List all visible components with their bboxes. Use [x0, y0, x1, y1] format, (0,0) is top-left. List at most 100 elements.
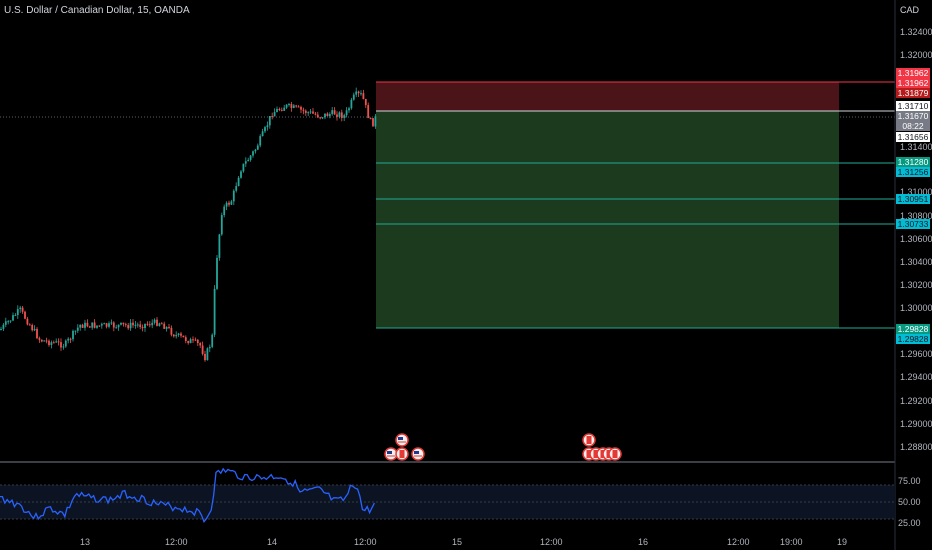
time-tick: 12:00	[354, 537, 377, 547]
last-price-tag: 1.31670	[896, 111, 930, 121]
candle-body	[45, 340, 48, 342]
economic-events-group-1[interactable]	[384, 433, 425, 461]
candle-body	[14, 315, 17, 317]
candle-body	[364, 98, 367, 106]
candlestick-series	[0, 87, 377, 362]
candle-body	[9, 320, 12, 322]
candle-body	[91, 322, 94, 328]
symbol-title[interactable]: U.S. Dollar / Canadian Dollar, 15, OANDA	[4, 5, 190, 16]
take-profit-zone[interactable]	[376, 111, 839, 328]
candle-body	[72, 330, 74, 340]
candle-body	[228, 202, 230, 205]
price-tick: 1.32400	[900, 27, 932, 37]
price-tick: 1.28800	[900, 442, 932, 452]
candle-body	[230, 201, 233, 205]
candle-body	[60, 342, 62, 348]
candle-body	[158, 323, 161, 326]
price-tick: 1.31400	[900, 142, 932, 152]
candle-body	[355, 91, 358, 95]
candle-body	[122, 322, 125, 325]
candle-body	[232, 190, 235, 202]
candle-body	[273, 112, 276, 117]
candle-body	[98, 325, 101, 327]
price-tick: 1.30200	[900, 280, 932, 290]
candle-body	[0, 328, 2, 330]
candle-body	[124, 324, 127, 326]
candle-body	[115, 327, 118, 329]
currency-label[interactable]: CAD	[900, 5, 920, 15]
rsi-pane[interactable]	[0, 467, 895, 523]
price-pane[interactable]	[0, 81, 895, 362]
price-tick: 1.29000	[900, 419, 932, 429]
candle-body	[26, 318, 29, 325]
ca-flag-icon[interactable]	[582, 433, 596, 447]
ca-flag-icon[interactable]	[608, 447, 622, 461]
candle-body	[79, 324, 82, 328]
stop-loss-zone[interactable]	[376, 82, 839, 111]
candle-body	[52, 342, 55, 344]
candle-body	[204, 353, 206, 361]
price-tick: 1.31000	[900, 187, 932, 197]
rsi-line	[0, 467, 375, 523]
candle-body	[261, 131, 264, 137]
ca-flag-icon[interactable]	[395, 447, 409, 461]
candle-body	[196, 339, 199, 344]
candle-body	[271, 116, 274, 118]
candle-body	[134, 324, 137, 326]
candle-body	[321, 117, 324, 119]
candle-body	[302, 109, 305, 111]
candle-body	[67, 338, 70, 341]
candle-body	[55, 341, 58, 343]
price-tick: 1.30400	[900, 257, 932, 267]
time-tick: 19:00	[780, 537, 803, 547]
candle-body	[184, 337, 187, 342]
candle-body	[268, 116, 271, 126]
time-tick: 14	[267, 537, 278, 547]
candle-body	[31, 325, 34, 331]
candle-body	[362, 93, 365, 99]
us-flag-icon[interactable]	[411, 447, 425, 461]
candle-body	[352, 94, 355, 100]
candle-body	[249, 155, 252, 160]
candle-body	[16, 309, 19, 316]
candle-body	[84, 322, 86, 328]
candle-body	[235, 186, 238, 191]
final-target-tag: 1.29828	[896, 334, 930, 344]
candle-body	[112, 322, 115, 328]
candle-body	[340, 112, 343, 118]
candle-body	[146, 323, 149, 325]
candle-body	[199, 343, 202, 346]
candle-body	[328, 114, 331, 117]
rsi-tick: 25.00	[898, 518, 921, 528]
candle-body	[333, 110, 336, 115]
candle-body	[208, 346, 211, 349]
candle-body	[86, 322, 89, 327]
candle-body	[345, 110, 348, 116]
candle-body	[292, 105, 295, 108]
candle-body	[38, 338, 41, 340]
candle-body	[288, 103, 290, 105]
candle-body	[88, 326, 91, 328]
candle-body	[144, 323, 146, 329]
candle-body	[136, 324, 139, 326]
price-tick: 1.29400	[900, 372, 932, 382]
target-price-tag: 1.31280	[896, 157, 930, 167]
candle-body	[324, 113, 326, 118]
candle-body	[28, 324, 31, 326]
candle-body	[307, 112, 310, 114]
candle-body	[151, 322, 154, 326]
candle-body	[242, 163, 245, 172]
candle-body	[240, 171, 242, 178]
us-flag-icon[interactable]	[395, 433, 409, 447]
candle-body	[76, 327, 79, 331]
economic-events-group-2[interactable]	[582, 433, 622, 461]
candle-body	[244, 161, 247, 164]
us-flag-icon[interactable]	[384, 447, 398, 461]
candle-body	[290, 103, 293, 108]
candle-body	[187, 341, 190, 344]
candle-body	[177, 333, 180, 335]
candle-body	[369, 118, 372, 120]
candle-body	[213, 288, 216, 335]
target-price-tag: 1.30733	[896, 219, 930, 229]
